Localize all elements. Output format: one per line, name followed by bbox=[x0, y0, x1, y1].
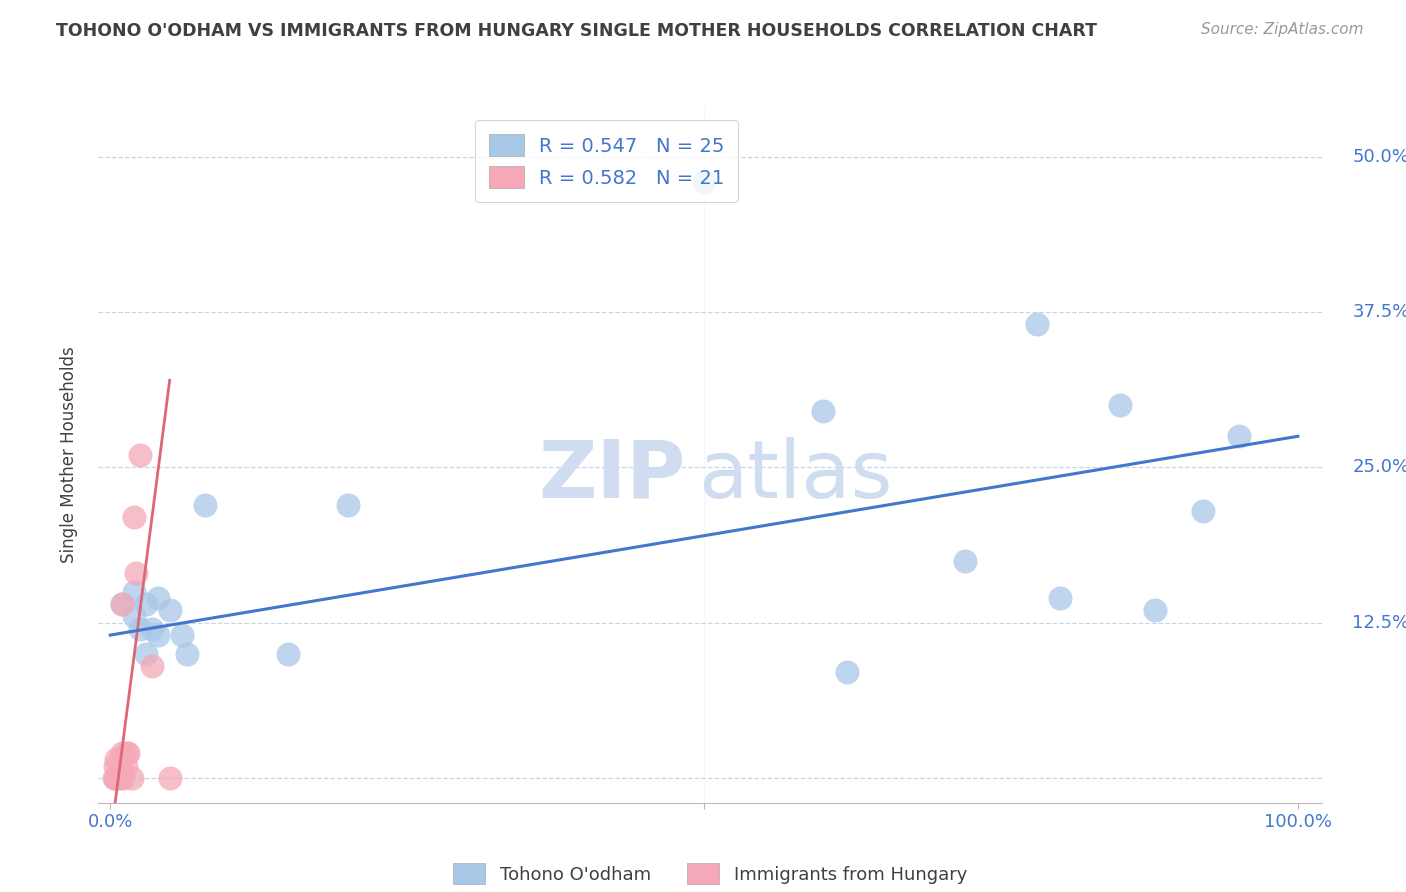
Point bbox=[176, 647, 198, 661]
Point bbox=[112, 771, 135, 785]
Point bbox=[122, 584, 145, 599]
Point bbox=[159, 771, 181, 785]
Point bbox=[108, 771, 131, 785]
Text: 25.0%: 25.0% bbox=[1353, 458, 1406, 476]
Point bbox=[1144, 603, 1167, 617]
Text: ZIP: ZIP bbox=[538, 437, 686, 515]
Point bbox=[811, 404, 834, 418]
Point bbox=[1108, 398, 1130, 412]
Point bbox=[107, 771, 129, 785]
Point bbox=[1049, 591, 1071, 605]
Point bbox=[122, 510, 145, 524]
Point bbox=[111, 746, 134, 760]
Point bbox=[110, 758, 132, 772]
Text: 12.5%: 12.5% bbox=[1353, 614, 1406, 632]
Point bbox=[1025, 318, 1047, 332]
Point bbox=[141, 659, 163, 673]
Point bbox=[104, 758, 127, 772]
Point bbox=[170, 628, 193, 642]
Point bbox=[105, 752, 128, 766]
Point bbox=[955, 553, 977, 567]
Y-axis label: Single Mother Households: Single Mother Households bbox=[59, 347, 77, 563]
Point bbox=[114, 758, 136, 772]
Point bbox=[277, 647, 299, 661]
Point bbox=[693, 175, 716, 189]
Point bbox=[135, 597, 157, 611]
Point bbox=[835, 665, 858, 680]
Point bbox=[105, 771, 128, 785]
Point bbox=[115, 746, 138, 760]
Text: TOHONO O'ODHAM VS IMMIGRANTS FROM HUNGARY SINGLE MOTHER HOUSEHOLDS CORRELATION C: TOHONO O'ODHAM VS IMMIGRANTS FROM HUNGAR… bbox=[56, 22, 1097, 40]
Text: 50.0%: 50.0% bbox=[1353, 148, 1406, 166]
Point bbox=[111, 597, 134, 611]
Legend: Tohono O'odham, Immigrants from Hungary: Tohono O'odham, Immigrants from Hungary bbox=[446, 856, 974, 891]
Point bbox=[141, 622, 163, 636]
Point bbox=[121, 771, 143, 785]
Point bbox=[336, 498, 359, 512]
Point bbox=[159, 603, 181, 617]
Point bbox=[129, 622, 152, 636]
Point bbox=[117, 746, 139, 760]
Text: atlas: atlas bbox=[697, 437, 893, 515]
Point bbox=[129, 448, 152, 462]
Text: 37.5%: 37.5% bbox=[1353, 303, 1406, 321]
Point bbox=[135, 647, 157, 661]
Point bbox=[122, 609, 145, 624]
Point bbox=[146, 628, 169, 642]
Point bbox=[146, 591, 169, 605]
Point bbox=[107, 764, 129, 779]
Point bbox=[111, 597, 134, 611]
Point bbox=[104, 771, 127, 785]
Point bbox=[103, 771, 125, 785]
Point bbox=[1227, 429, 1250, 443]
Point bbox=[194, 498, 217, 512]
Text: Source: ZipAtlas.com: Source: ZipAtlas.com bbox=[1201, 22, 1364, 37]
Point bbox=[125, 566, 148, 580]
Point bbox=[1192, 504, 1215, 518]
